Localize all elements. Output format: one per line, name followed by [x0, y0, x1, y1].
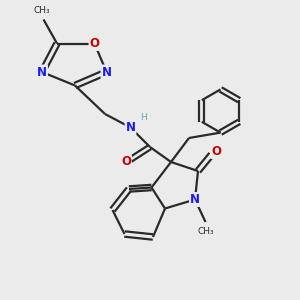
- Text: N: N: [190, 193, 200, 206]
- Text: CH₃: CH₃: [197, 227, 214, 236]
- Text: O: O: [89, 37, 100, 50]
- Text: N: N: [125, 121, 136, 134]
- Text: O: O: [121, 155, 131, 169]
- Text: H: H: [140, 113, 146, 122]
- Text: N: N: [101, 65, 112, 79]
- Text: CH₃: CH₃: [34, 6, 50, 15]
- Text: N: N: [37, 65, 47, 79]
- Text: O: O: [211, 145, 221, 158]
